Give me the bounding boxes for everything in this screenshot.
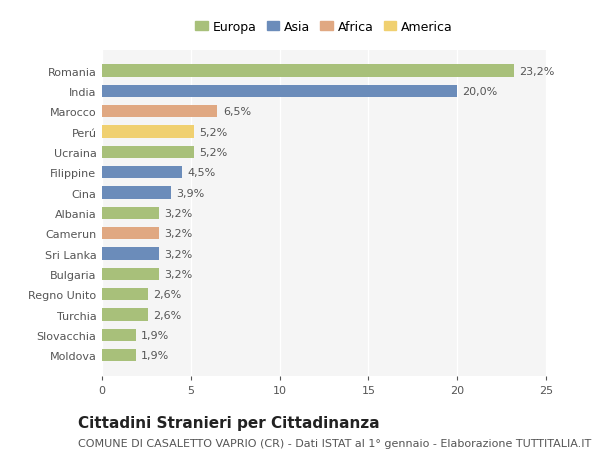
Text: 3,9%: 3,9% <box>176 188 205 198</box>
Text: 5,2%: 5,2% <box>200 148 228 157</box>
Legend: Europa, Asia, Africa, America: Europa, Asia, Africa, America <box>195 21 453 34</box>
Bar <box>102 207 159 219</box>
Bar <box>102 329 136 341</box>
Text: 20,0%: 20,0% <box>463 87 498 97</box>
Bar <box>102 289 148 301</box>
Bar <box>102 228 159 240</box>
Bar <box>102 126 194 138</box>
Bar <box>102 248 159 260</box>
Bar <box>102 167 182 179</box>
Text: 2,6%: 2,6% <box>154 310 182 320</box>
Bar <box>102 65 514 78</box>
Text: 6,5%: 6,5% <box>223 107 251 117</box>
Text: 5,2%: 5,2% <box>200 127 228 137</box>
Text: Cittadini Stranieri per Cittadinanza: Cittadini Stranieri per Cittadinanza <box>78 415 380 431</box>
Text: 4,5%: 4,5% <box>187 168 215 178</box>
Bar <box>102 268 159 280</box>
Text: 2,6%: 2,6% <box>154 290 182 300</box>
Text: 1,9%: 1,9% <box>141 330 169 340</box>
Text: 3,2%: 3,2% <box>164 249 193 259</box>
Text: 3,2%: 3,2% <box>164 229 193 239</box>
Text: 1,9%: 1,9% <box>141 351 169 360</box>
Bar <box>102 309 148 321</box>
Bar <box>102 106 217 118</box>
Text: 3,2%: 3,2% <box>164 208 193 218</box>
Bar <box>102 349 136 362</box>
Text: 23,2%: 23,2% <box>520 67 555 76</box>
Bar <box>102 85 457 98</box>
Text: COMUNE DI CASALETTO VAPRIO (CR) - Dati ISTAT al 1° gennaio - Elaborazione TUTTIT: COMUNE DI CASALETTO VAPRIO (CR) - Dati I… <box>78 438 591 448</box>
Text: 3,2%: 3,2% <box>164 269 193 279</box>
Bar <box>102 146 194 159</box>
Bar <box>102 187 171 199</box>
